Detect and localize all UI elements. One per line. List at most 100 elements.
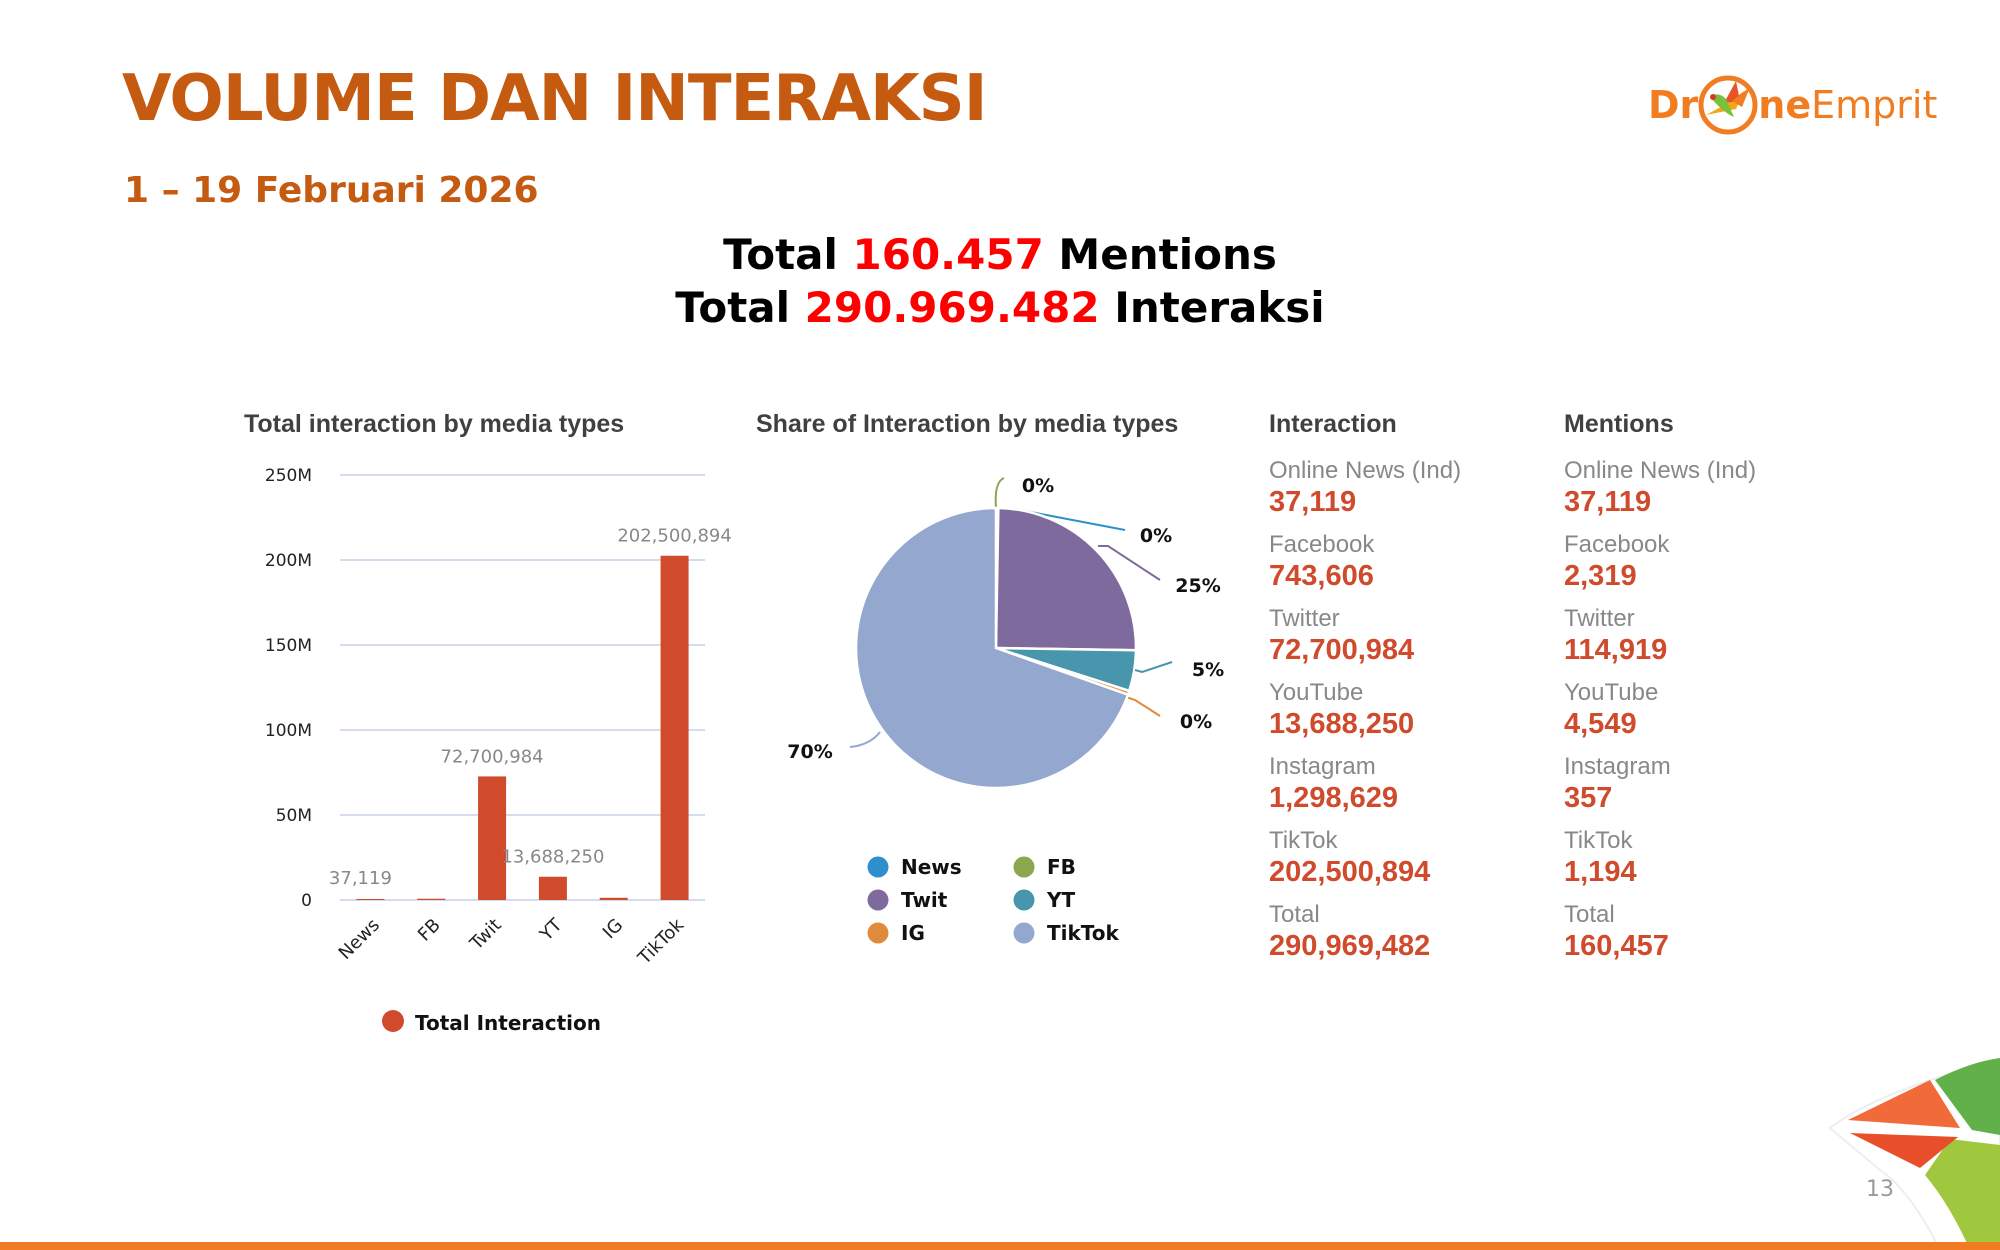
mention-stat-item: Twitter 114,919 (1564, 605, 1756, 668)
interaction-stat-item: Total 290,969,482 (1269, 901, 1461, 964)
total-interactions-suffix: Interaksi (1099, 283, 1325, 332)
pie-slice-fb[interactable] (994, 506, 1000, 649)
page-number: 13 (1866, 1177, 1894, 1202)
mention-stat-item: Instagram 357 (1564, 753, 1756, 816)
pie-data-label-yt: 5% (1192, 659, 1224, 681)
legend-label-fb: FB (1047, 855, 1076, 879)
mention-stat-label: Instagram (1564, 753, 1671, 780)
pie-data-label-fb: 0% (1022, 475, 1054, 497)
corner-decoration (1828, 1058, 2000, 1250)
y-tick-label: 200M (265, 551, 312, 571)
mention-stat-item: Facebook 2,319 (1564, 531, 1756, 594)
mentions-heading: Mentions (1564, 410, 1674, 438)
total-mentions-line: Total 160.457 Mentions (0, 228, 2000, 281)
mention-stat-value: 357 (1564, 782, 1613, 814)
bar-data-label: 37,119 (329, 868, 392, 889)
legend-dot-ig (867, 922, 889, 944)
interaction-stat-label: Facebook (1269, 531, 1375, 558)
legend-label-total-interaction: Total Interaction (415, 1011, 601, 1035)
totals-summary: Total 160.457 Mentions Total 290.969.482… (0, 228, 2000, 334)
page-title: VOLUME DAN INTERAKSI (122, 62, 988, 136)
mention-stat-label: YouTube (1564, 679, 1659, 706)
legend-label-tiktok: TikTok (1047, 921, 1120, 945)
mention-stat-item: Total 160,457 (1564, 901, 1756, 964)
y-tick-label: 50M (276, 806, 312, 826)
interaction-stat-label: Online News (Ind) (1269, 457, 1462, 484)
pie-slice-twit[interactable] (994, 506, 1138, 652)
interaction-stat-value: 1,298,629 (1269, 782, 1399, 814)
legend-label-ig: IG (901, 921, 925, 945)
interaction-stats: Interaction Online News (Ind) 37,119 Faceb… (1269, 410, 1461, 975)
legend-dot-tiktok (1013, 922, 1035, 944)
logo-text-emprit: Emprit (1811, 83, 1938, 127)
interaction-stat-item: TikTok 202,500,894 (1269, 827, 1461, 890)
bar-fb[interactable] (417, 898, 446, 900)
bar-data-label: 202,500,894 (617, 526, 732, 547)
date-range: 1 – 19 Februari 2026 (124, 170, 539, 211)
legend-dot-news (867, 856, 889, 878)
bar-news[interactable] (356, 899, 385, 900)
legend-dot-fb (1013, 856, 1035, 878)
mention-stat-label: Total (1564, 901, 1615, 928)
total-mentions-prefix: Total (723, 230, 853, 279)
legend-dot-twit (867, 889, 889, 911)
interaction-stat-value: 743,606 (1269, 560, 1374, 592)
x-tick-label: TikTok (633, 914, 688, 969)
mention-stat-value: 37,119 (1564, 486, 1652, 518)
total-interactions-line: Total 290.969.482 Interaksi (0, 281, 2000, 334)
pie-leader-line (849, 731, 881, 748)
mention-stat-label: TikTok (1564, 827, 1633, 854)
bar-twit[interactable] (478, 776, 507, 900)
x-tick-label: YT (535, 914, 567, 946)
interaction-heading: Interaction (1269, 410, 1397, 438)
legend-label-news: News (901, 855, 962, 879)
mentions-stats: Mentions Online News (Ind) 37,119 Facebook… (1564, 410, 1756, 975)
mention-stat-value: 4,549 (1564, 708, 1637, 740)
y-tick-label: 0 (301, 891, 312, 911)
interaction-stat-label: Twitter (1269, 605, 1340, 632)
x-tick-label: News (335, 915, 384, 964)
pie-leader-line (1098, 545, 1161, 581)
interaction-stat-label: YouTube (1269, 679, 1364, 706)
total-interactions-value: 290.969.482 (804, 283, 1100, 332)
legend-label-twit: Twit (901, 888, 948, 912)
interaction-stat-value: 202,500,894 (1269, 856, 1431, 888)
bar-yt[interactable] (538, 876, 567, 900)
pie-leader-line (994, 477, 1005, 509)
bar-tiktok[interactable] (660, 555, 689, 900)
mention-stat-item: Online News (Ind) 37,119 (1564, 457, 1756, 520)
interaction-stat-item: Online News (Ind) 37,119 (1269, 457, 1461, 520)
interaction-stat-label: TikTok (1269, 827, 1338, 854)
drone-emprit-logo: Dr ne Emprit (1648, 70, 1937, 140)
interaction-stat-value: 290,969,482 (1269, 930, 1431, 962)
interaction-stat-item: Facebook 743,606 (1269, 531, 1461, 594)
logo-text-dr: Dr (1648, 83, 1699, 127)
mention-stat-label: Facebook (1564, 531, 1670, 558)
pie-leader-line (1119, 694, 1161, 717)
bar-ig[interactable] (599, 897, 628, 900)
mention-stat-value: 160,457 (1564, 930, 1669, 962)
pie-slice-tiktok[interactable] (854, 506, 1130, 790)
legend-label-yt: YT (1046, 888, 1075, 912)
interaction-stat-item: Twitter 72,700,984 (1269, 605, 1461, 668)
pie-slice-news[interactable] (994, 506, 1000, 649)
y-tick-label: 150M (265, 636, 312, 656)
bar-data-label: 13,688,250 (501, 847, 604, 868)
mention-stat-value: 1,194 (1564, 856, 1637, 888)
total-interactions-prefix: Total (675, 283, 805, 332)
bar-chart-title: Total interaction by media types (244, 410, 625, 438)
logo-text-ne: ne (1758, 83, 1812, 127)
mention-stat-item: YouTube 4,549 (1564, 679, 1756, 742)
interaction-stat-label: Instagram (1269, 753, 1376, 780)
legend-dot-total-interaction (382, 1010, 404, 1032)
pie-data-label-ig: 0% (1180, 711, 1212, 733)
total-mentions-value: 160.457 (852, 230, 1044, 279)
mention-stat-value: 2,319 (1564, 560, 1637, 592)
interaction-stat-value: 13,688,250 (1269, 708, 1415, 740)
pie-slice-yt[interactable] (995, 646, 1138, 693)
total-mentions-suffix: Mentions (1043, 230, 1277, 279)
pie-slice-ig[interactable] (995, 646, 1131, 697)
mention-stat-item: TikTok 1,194 (1564, 827, 1756, 890)
pie-data-label-twit: 25% (1175, 575, 1220, 597)
footer-bar (0, 1242, 2000, 1250)
